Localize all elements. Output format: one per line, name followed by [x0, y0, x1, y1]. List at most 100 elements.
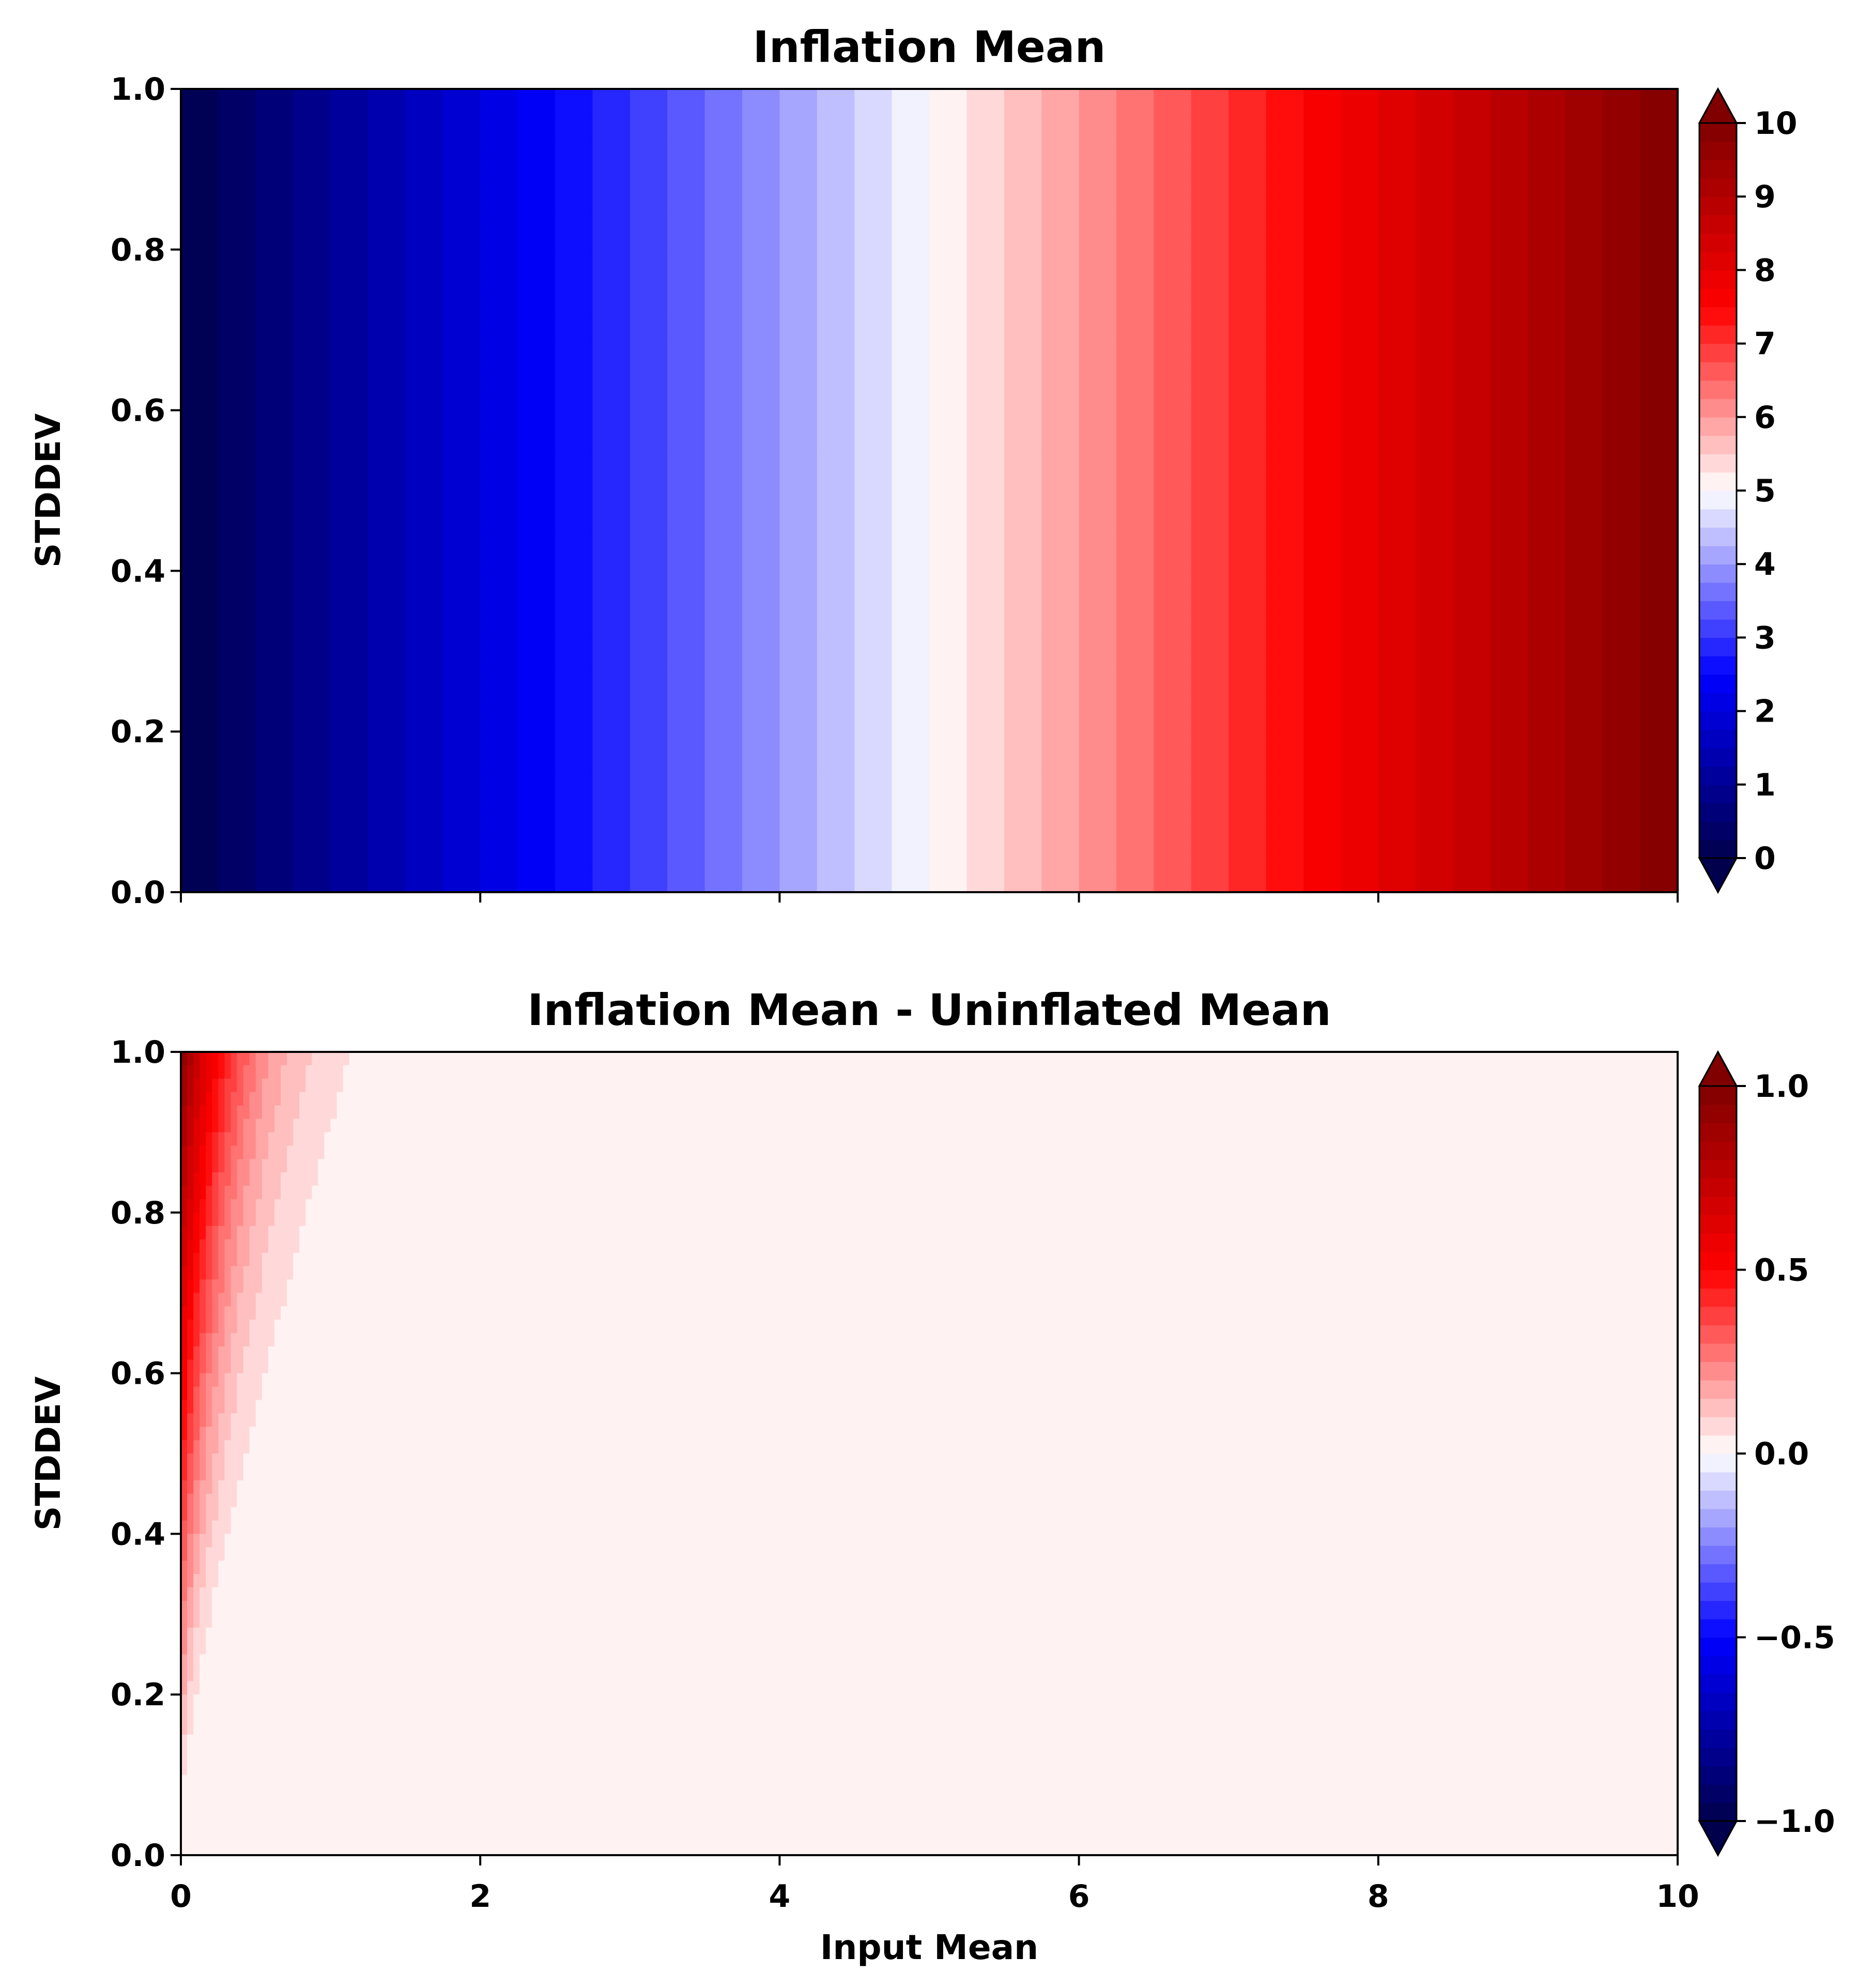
- contour-cell: [399, 450, 406, 464]
- contour-cell: [312, 263, 319, 277]
- contour-cell: [561, 289, 568, 304]
- contour-cell: [399, 423, 406, 438]
- contour-cell: [505, 236, 512, 250]
- contour-cell: [193, 357, 200, 371]
- contour-cell: [405, 156, 412, 170]
- contour-cell: [187, 249, 194, 264]
- contour-cell: [287, 196, 294, 210]
- contour-cell: [462, 142, 468, 157]
- contour-cell: [680, 249, 687, 264]
- contour-cell: [555, 464, 562, 478]
- contour-cell: [418, 571, 425, 585]
- contour-cell: [212, 289, 219, 304]
- contour-cell: [212, 263, 219, 277]
- contour-cell: [661, 785, 668, 799]
- contour-cell: [249, 156, 256, 170]
- contour-cell: [281, 209, 287, 223]
- contour-cell: [649, 745, 655, 759]
- contour-cell: [623, 129, 631, 143]
- contour-cell: [598, 450, 606, 464]
- contour-cell: [255, 357, 263, 371]
- contour-cell: [480, 745, 487, 759]
- contour-cell: [361, 571, 369, 585]
- contour-cell: [617, 276, 624, 290]
- contour-cell: [655, 530, 662, 545]
- contour-cell: [530, 624, 537, 638]
- contour-cell: [287, 129, 294, 143]
- contour-cell: [368, 624, 375, 638]
- contour-cell: [592, 343, 600, 357]
- contour-cell: [530, 584, 537, 598]
- contour-cell: [318, 236, 325, 250]
- contour-cell: [611, 396, 618, 411]
- contour-cell: [368, 731, 375, 745]
- contour-cell: [567, 718, 574, 732]
- contour-cell: [580, 517, 587, 531]
- contour-cell: [336, 464, 344, 478]
- contour-cell: [524, 812, 531, 826]
- contour-cell: [480, 838, 487, 853]
- contour-cell: [462, 102, 468, 116]
- contour-cell: [411, 102, 419, 116]
- contour-cell: [486, 544, 494, 558]
- contour-cell: [598, 357, 606, 371]
- contour-cell: [218, 357, 225, 371]
- contour-cell: [336, 718, 344, 732]
- contour-cell: [287, 156, 294, 170]
- contour-cell: [368, 798, 375, 813]
- contour-cell: [493, 343, 500, 357]
- contour-cell: [680, 330, 687, 344]
- contour-cell: [380, 303, 387, 317]
- contour-cell: [199, 637, 207, 652]
- contour-cell: [237, 865, 244, 879]
- contour-cell: [462, 664, 468, 679]
- contour-cell: [355, 785, 362, 799]
- contour-cell: [517, 236, 525, 250]
- contour-cell: [393, 598, 400, 611]
- contour-cell: [274, 182, 281, 196]
- contour-cell: [405, 115, 412, 130]
- contour-cell: [199, 838, 207, 853]
- contour-cell: [424, 236, 431, 250]
- contour-cell: [374, 530, 381, 545]
- contour-cell: [455, 142, 462, 157]
- contour-cell: [511, 503, 518, 518]
- contour-cell: [667, 731, 674, 745]
- contour-cell: [405, 865, 412, 879]
- contour-cell: [555, 812, 562, 826]
- contour-cell: [511, 598, 518, 611]
- contour-cell: [324, 624, 331, 638]
- contour-cell: [206, 651, 213, 665]
- contour-cell: [555, 477, 562, 491]
- contour-cell: [262, 102, 269, 116]
- contour-cell: [181, 423, 188, 438]
- contour-cell: [299, 102, 306, 116]
- contour-cell: [249, 557, 256, 572]
- contour-cell: [517, 544, 525, 558]
- contour-cell: [649, 343, 655, 357]
- contour-cell: [249, 571, 256, 585]
- contour-cell: [424, 637, 431, 652]
- contour-cell: [336, 879, 344, 893]
- contour-cell: [474, 798, 481, 813]
- contour-cell: [243, 223, 250, 237]
- contour-cell: [580, 249, 587, 264]
- contour-cell: [548, 852, 556, 866]
- contour-cell: [649, 89, 655, 103]
- contour-cell: [199, 503, 207, 518]
- contour-cell: [387, 651, 394, 665]
- contour-cell: [343, 289, 350, 304]
- contour-cell: [449, 464, 456, 478]
- contour-cell: [206, 477, 213, 491]
- contour-cell: [474, 383, 481, 397]
- contour-cell: [561, 812, 568, 826]
- contour-cell: [505, 491, 512, 504]
- contour-cell: [255, 276, 263, 290]
- contour-cell: [442, 852, 450, 866]
- contour-cell: [455, 879, 462, 893]
- contour-cell: [555, 691, 562, 706]
- contour-cell: [605, 785, 612, 799]
- contour-cell: [193, 637, 200, 652]
- contour-cell: [343, 370, 350, 384]
- contour-cell: [636, 249, 643, 264]
